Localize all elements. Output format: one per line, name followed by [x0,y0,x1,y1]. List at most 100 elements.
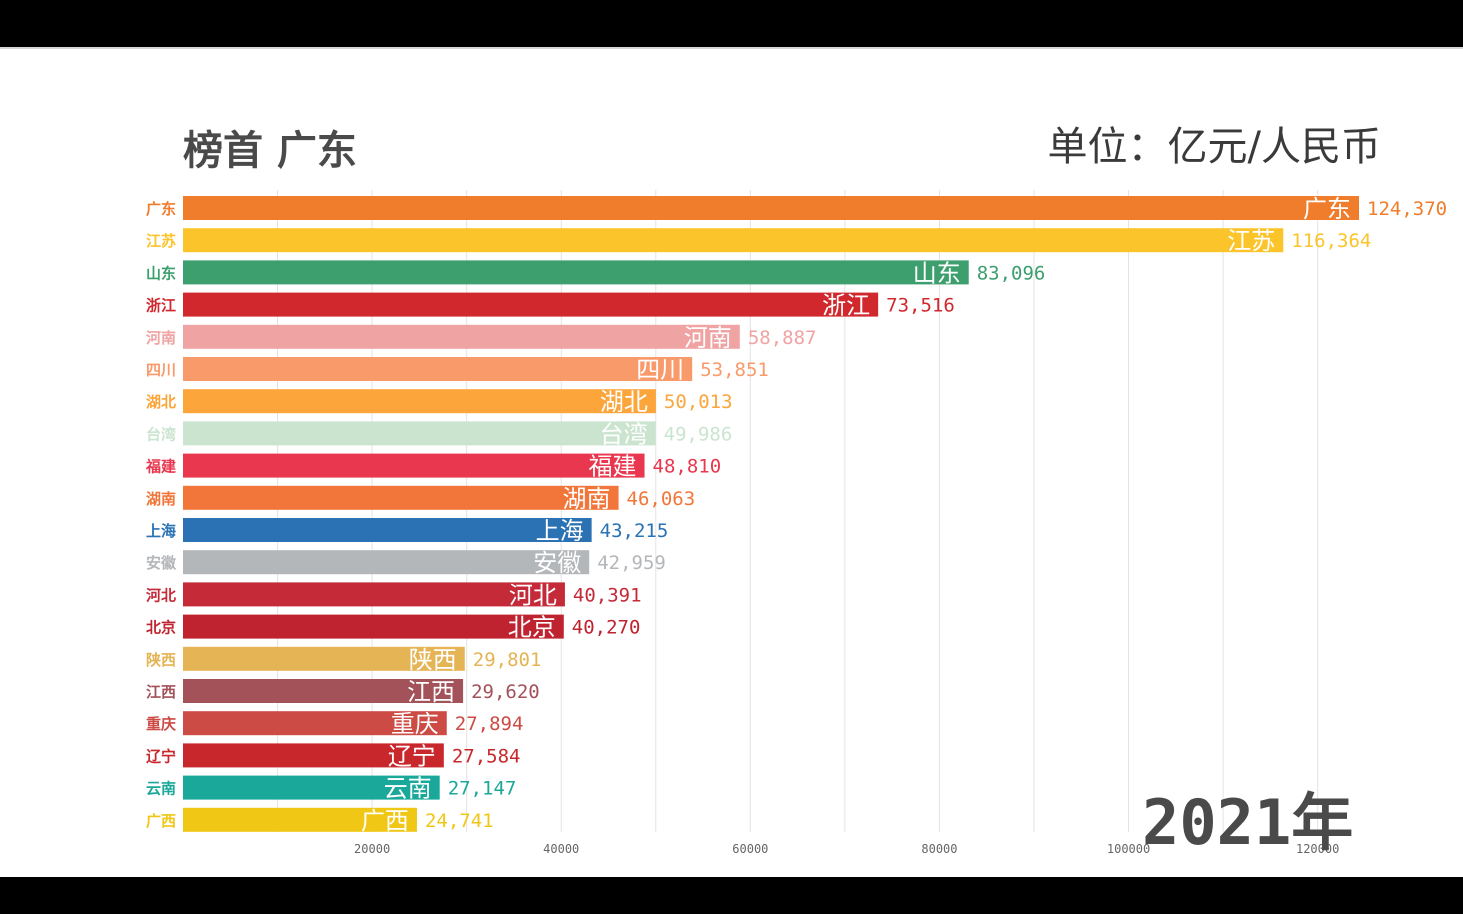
value-label: 53,851 [700,359,769,381]
bar [183,775,440,800]
bar-row: 浙江 浙江 73,516 [146,292,955,320]
bar-inner-label: 四川 [636,356,684,384]
bar-inner-label: 北京 [508,614,556,642]
value-label: 42,959 [597,552,666,574]
bar [183,292,879,317]
bar [183,550,590,575]
x-tick-label: 120000 [1296,842,1339,856]
bar [183,743,444,768]
bar-inner-label: 安徽 [533,549,581,577]
bar [183,614,564,639]
x-tick-label: 20000 [354,842,390,856]
bar [183,228,1284,253]
bar-row: 江苏 江苏 116,364 [146,227,1371,255]
value-label: 43,215 [600,520,669,542]
category-label: 台湾 [146,425,176,443]
bar-row: 辽宁 辽宁 27,584 [146,742,520,770]
value-label: 50,013 [664,391,733,413]
value-label: 116,364 [1291,230,1371,252]
bar-row: 云南 云南 27,147 [146,775,516,803]
category-label: 浙江 [146,297,176,315]
category-label: 重庆 [146,715,176,733]
value-label: 24,741 [425,810,494,832]
bar-inner-label: 山东 [913,259,961,287]
category-label: 广西 [146,812,176,830]
bar-row: 广东 广东 124,370 [146,195,1447,223]
bar-row: 河北 河北 40,391 [146,581,642,609]
value-label: 46,063 [627,488,696,510]
bar [183,646,465,671]
bar [183,518,592,542]
value-label: 27,584 [452,745,521,767]
category-label: 湖南 [146,490,176,508]
bar-inner-label: 河南 [684,324,732,352]
x-tick-label: 80000 [921,842,957,856]
bars: 广东 广东 124,370 江苏 江苏 116,364 山东 山东 83,096 浙江 浙江 73,5… [145,195,1447,835]
bar-row: 北京 北京 40,270 [146,614,640,642]
bar-inner-label: 江西 [407,678,455,706]
bar-inner-label: 江苏 [1227,227,1275,255]
bar-inner-label: 湖北 [600,388,648,416]
category-label: 上海 [146,522,176,540]
category-label: 辽宁 [146,747,176,765]
x-tick-label: 60000 [732,842,768,856]
bar-row: 湖南 湖南 46,063 [146,485,695,513]
bar [183,260,969,285]
value-label: 40,270 [572,617,641,639]
bar-inner-label: 辽宁 [388,742,436,770]
bar-inner-label: 云南 [384,775,432,803]
year-label: 2021年 [1142,786,1354,859]
category-label: 四川 [146,361,176,379]
x-axis-ticks: 20000 40000 60000 80000 100000 120000 [354,842,1339,856]
value-label: 49,986 [664,423,733,445]
value-label: 40,391 [573,584,642,606]
value-label: 29,620 [471,681,540,703]
category-label: 江苏 [146,232,176,250]
bar-inner-label: 广西 [361,807,409,835]
value-label: 27,147 [448,778,517,800]
bar-inner-label: 重庆 [391,710,439,738]
bar [183,582,565,607]
category-label: 山东 [146,264,176,282]
bar-row: 江西 江西 29,620 [146,678,540,706]
value-label: 48,810 [653,456,722,478]
bar [183,453,645,478]
category-label: 福建 [145,458,177,476]
category-label: 陕西 [146,651,176,669]
category-label: 安徽 [146,554,177,572]
category-label: 北京 [146,619,176,637]
value-label: 29,801 [473,649,542,671]
value-label: 27,894 [455,713,524,735]
bar-row: 台湾 台湾 49,986 [146,420,732,448]
bar-row: 山东 山东 83,096 [146,259,1045,287]
bar [183,679,464,703]
bar-row: 湖北 湖北 50,013 [146,388,733,416]
bar [183,357,693,381]
bar-row: 重庆 重庆 27,894 [146,710,523,738]
bar [183,421,656,446]
value-label: 73,516 [886,295,955,317]
unit-label: 单位：亿元/人民币 [1047,124,1381,170]
bar-inner-label: 河北 [509,581,557,609]
value-label: 58,887 [748,327,817,349]
value-label: 83,096 [977,262,1046,284]
x-tick-label: 100000 [1107,842,1150,856]
category-label: 云南 [146,780,176,798]
category-label: 湖北 [146,393,176,411]
bar-inner-label: 湖南 [563,485,611,513]
bar-row: 广西 广西 24,741 [146,807,494,835]
value-label: 124,370 [1367,198,1447,220]
bar [183,485,619,510]
category-label: 江西 [146,683,176,701]
bar-row: 陕西 陕西 29,801 [146,646,541,674]
bar-row: 安徽 安徽 42,959 [146,549,666,577]
category-label: 河南 [146,329,176,347]
bar-inner-label: 广东 [1303,195,1351,223]
bar-row: 福建 福建 48,810 [145,453,721,481]
bar [183,324,740,349]
bar [183,711,447,736]
chart-title: 榜首 广东 [183,128,357,174]
bar-inner-label: 台湾 [600,420,648,448]
bar [183,196,1359,220]
